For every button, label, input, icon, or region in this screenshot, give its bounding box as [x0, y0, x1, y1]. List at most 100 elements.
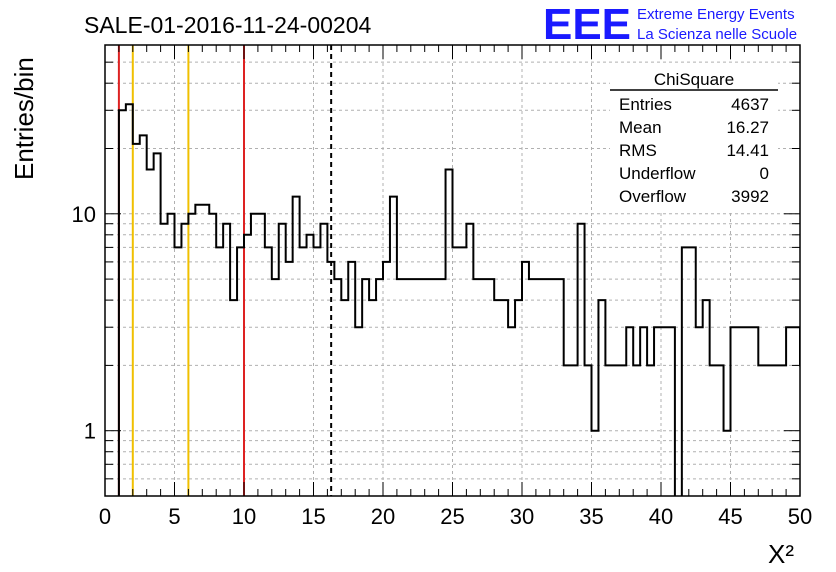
histogram-bin — [383, 262, 390, 496]
logo-subtitle-line1: Extreme Energy Events — [637, 6, 795, 23]
histogram-bin — [168, 214, 175, 496]
histogram-bin — [696, 327, 703, 496]
histogram-bin — [133, 144, 140, 496]
chart-title: SALE-01-2016-11-24-00204 — [84, 12, 371, 38]
eee-logo: EEE — [543, 0, 631, 49]
axes: 0 5 10 15 20 25 30 35 40 45 50 1 10 — [72, 44, 812, 529]
x-tick-label: 15 — [301, 504, 325, 529]
histogram-bin — [223, 224, 230, 496]
stats-box: ChiSquare Entries 4637 Mean 16.27 RMS 14… — [610, 63, 778, 211]
histogram-bin — [369, 300, 376, 496]
x-tick-label: 50 — [788, 504, 812, 529]
histogram-bin — [480, 279, 487, 496]
x-tick-label: 40 — [649, 504, 673, 529]
stats-box-title: ChiSquare — [654, 70, 734, 89]
x-tick-label: 25 — [440, 504, 464, 529]
logo-subtitle-line2: La Scienza nelle Scuole — [637, 26, 797, 43]
histogram-bin — [119, 110, 126, 496]
y-axis-label: Entries/bin — [9, 57, 39, 180]
stats-label-overflow: Overflow — [619, 187, 687, 206]
histogram-bin — [341, 300, 348, 496]
stats-value-mean: 16.27 — [726, 118, 769, 137]
x-tick-label: 20 — [371, 504, 395, 529]
histogram-bin — [286, 262, 293, 496]
histogram-bin — [265, 247, 272, 496]
histogram-bin — [466, 224, 473, 496]
x-tick-label: 35 — [579, 504, 603, 529]
histogram-bin — [362, 279, 369, 496]
histogram-bin — [258, 214, 265, 496]
histogram-bin — [216, 247, 223, 496]
histogram-bin — [404, 279, 411, 496]
histogram-bin — [626, 327, 633, 496]
histogram-bin — [494, 300, 501, 496]
histogram-bin — [654, 327, 661, 496]
histogram-bin — [397, 279, 404, 496]
histogram-bin — [689, 247, 696, 496]
histogram-bin — [508, 327, 515, 496]
histogram-bin — [147, 170, 154, 496]
histogram-bin — [320, 224, 327, 496]
histogram-bin — [300, 247, 307, 496]
x-tick-label: 5 — [168, 504, 180, 529]
histogram-bin — [640, 327, 647, 496]
histogram-bin — [376, 279, 383, 496]
histogram-bin — [473, 279, 480, 496]
histogram-bin — [515, 300, 522, 496]
stats-box-background — [610, 63, 778, 211]
histogram-bin — [446, 170, 453, 496]
histogram-bin — [202, 205, 209, 496]
histogram-bin — [230, 300, 237, 496]
histogram-outline — [117, 103, 800, 496]
histogram — [117, 103, 835, 496]
histogram-bin — [237, 247, 244, 496]
histogram-bin — [751, 327, 758, 496]
histogram-bin — [737, 327, 744, 496]
histogram-bin — [814, 365, 821, 496]
histogram-bin — [661, 327, 668, 496]
histogram-bin — [272, 279, 279, 496]
histogram-bin — [188, 214, 195, 496]
histogram-bin — [355, 327, 362, 496]
histogram-bin — [522, 262, 529, 496]
histogram-bin — [314, 247, 321, 496]
y-tick-label: 1 — [84, 419, 96, 444]
histogram-bin — [181, 224, 188, 496]
histogram-bin — [439, 279, 446, 496]
histogram-bin — [140, 135, 147, 496]
plot-frame — [104, 44, 801, 497]
histogram-bin — [744, 327, 751, 496]
histogram-bin — [598, 300, 605, 496]
y-tick-label: 10 — [72, 202, 96, 227]
histogram-bin — [557, 279, 564, 496]
histogram-bin — [487, 279, 494, 496]
x-tick-label: 10 — [232, 504, 256, 529]
histogram-bin — [293, 197, 300, 496]
histogram-bin — [578, 224, 585, 496]
stats-label-entries: Entries — [619, 95, 672, 114]
histogram-bin — [828, 300, 835, 496]
stats-value-rms: 14.41 — [726, 141, 769, 160]
stats-value-entries: 4637 — [731, 95, 769, 114]
histogram-bin — [195, 205, 202, 496]
stats-value-underflow: 0 — [760, 164, 769, 183]
stats-value-overflow: 3992 — [731, 187, 769, 206]
histogram-bin — [348, 262, 355, 496]
histogram-bin — [411, 279, 418, 496]
histogram-bin — [425, 279, 432, 496]
histogram-bin — [807, 300, 814, 496]
histogram-bin — [251, 214, 258, 496]
histogram-bin — [703, 300, 710, 496]
histogram-bin — [459, 247, 466, 496]
stats-label-underflow: Underflow — [619, 164, 696, 183]
histogram-bin — [453, 247, 460, 496]
histogram-bin — [390, 197, 397, 496]
grid — [105, 44, 800, 497]
histogram-bin — [175, 247, 182, 496]
x-axis-label: X² — [768, 539, 794, 569]
reference-lines — [117, 45, 333, 496]
histogram-bin — [161, 224, 168, 496]
histogram-bin — [800, 365, 807, 496]
histogram-bin — [793, 327, 800, 496]
histogram-bin — [279, 224, 286, 496]
